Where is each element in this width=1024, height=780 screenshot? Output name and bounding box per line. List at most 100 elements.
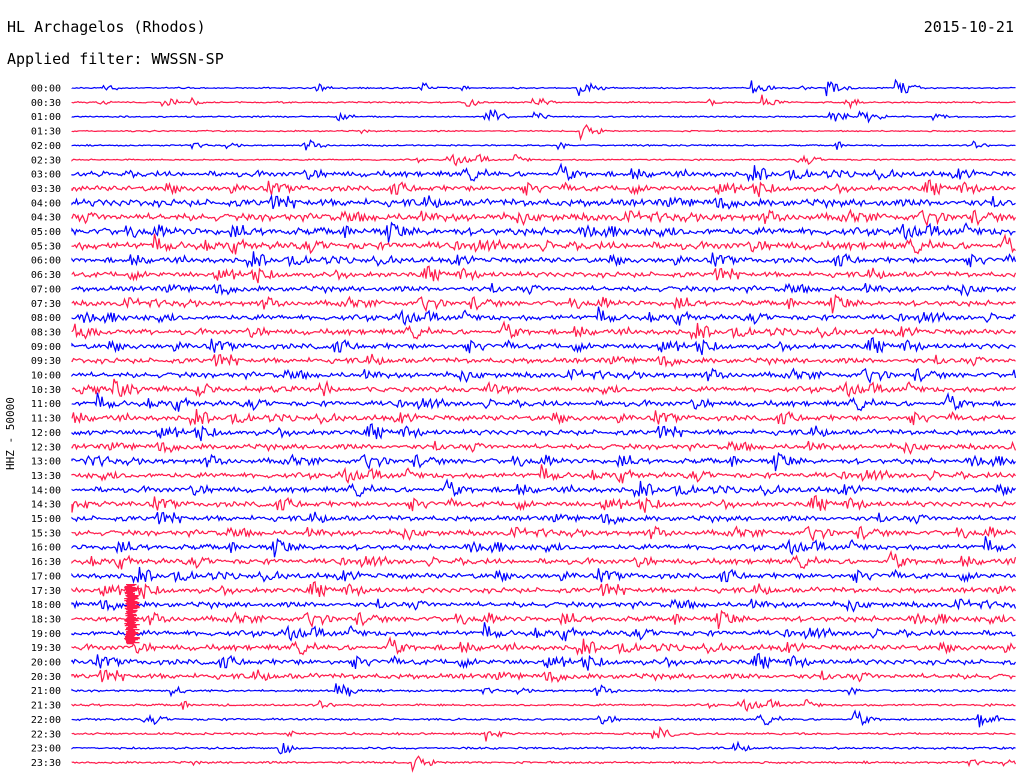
trace-line (71, 353, 1016, 368)
time-label: 10:30 (31, 385, 61, 396)
trace-line (71, 282, 1017, 298)
trace-line (71, 94, 1016, 110)
trace-line (71, 669, 1016, 684)
trace-line (71, 367, 1017, 385)
time-label: 07:30 (31, 299, 61, 310)
trace-line (71, 139, 1016, 151)
station-title: HL Archagelos (Rhodos) (7, 18, 206, 36)
time-label: 02:30 (31, 155, 61, 166)
trace-line (71, 221, 1016, 243)
time-label: 17:00 (31, 571, 61, 582)
trace-line (71, 698, 1016, 713)
trace-line (71, 609, 1016, 630)
trace-line (71, 193, 1016, 210)
trace-line (71, 566, 1017, 585)
time-label: 12:00 (31, 428, 61, 439)
time-label: 21:30 (31, 701, 61, 712)
time-label: 18:30 (31, 614, 61, 625)
trace-line (71, 378, 1016, 398)
time-label: 22:30 (31, 729, 61, 740)
trace-line (71, 306, 1016, 327)
time-label: 00:30 (31, 98, 61, 109)
time-label: 01:30 (31, 127, 61, 138)
time-label: 16:00 (31, 543, 61, 554)
time-label: 00:00 (31, 84, 61, 95)
trace-line (71, 162, 1016, 183)
time-label: 05:30 (31, 241, 61, 252)
filter-label: Applied filter: WWSSN-SP (7, 50, 224, 68)
trace-line (71, 464, 1016, 484)
trace-line (71, 581, 1016, 599)
time-label: 15:30 (31, 528, 61, 539)
time-label: 08:00 (31, 313, 61, 324)
time-label: 08:30 (31, 327, 61, 338)
trace-line (71, 494, 1016, 513)
trace-line (71, 709, 1016, 728)
trace-line (71, 725, 1016, 742)
time-label: 23:00 (31, 744, 61, 755)
time-label: 14:30 (31, 500, 61, 511)
time-label: 12:30 (31, 442, 61, 453)
trace-line (71, 440, 1017, 455)
trace-line (71, 265, 1017, 284)
trace-line (71, 293, 1016, 314)
trace-line (71, 652, 1017, 671)
trace-line (71, 755, 1017, 773)
trace-line (71, 525, 1017, 542)
trace-line (71, 179, 1016, 198)
trace-line (71, 536, 1017, 558)
time-label: 14:00 (31, 485, 61, 496)
time-label: 17:30 (31, 586, 61, 597)
time-label: 19:30 (31, 643, 61, 654)
trace-line (71, 124, 1016, 142)
trace-line (71, 622, 1016, 642)
time-label: 23:30 (31, 758, 61, 769)
trace-line (71, 683, 1016, 698)
time-label: 10:00 (31, 371, 61, 382)
time-label: 20:30 (31, 672, 61, 683)
trace-line (71, 511, 1017, 526)
time-label: 15:00 (31, 514, 61, 525)
time-label: 09:30 (31, 356, 61, 367)
trace-line (71, 153, 1016, 167)
event-burst (124, 584, 140, 645)
time-label: 02:00 (31, 141, 61, 152)
time-label: 03:00 (31, 170, 61, 181)
trace-line (71, 409, 1016, 427)
trace-line (71, 636, 1016, 656)
trace-line (71, 320, 1017, 341)
time-label: 01:00 (31, 112, 61, 123)
date-label: 2015-10-21 (923, 18, 1014, 36)
trace-line (71, 451, 1016, 472)
time-label: 19:00 (31, 629, 61, 640)
time-label: 20:00 (31, 658, 61, 669)
time-label: 04:00 (31, 198, 61, 209)
time-label: 06:30 (31, 270, 61, 281)
time-label: 06:00 (31, 256, 61, 267)
time-label: 11:00 (31, 399, 61, 410)
trace-line (71, 78, 1016, 97)
trace-line (71, 233, 1016, 255)
trace-line (71, 478, 1016, 498)
trace-line (71, 108, 1016, 124)
time-label: 13:30 (31, 471, 61, 482)
trace-line (71, 337, 1016, 356)
time-label: 11:30 (31, 414, 61, 425)
time-label: 13:00 (31, 457, 61, 468)
trace-line (71, 598, 1017, 613)
time-label: 05:00 (31, 227, 61, 238)
time-label: 22:00 (31, 715, 61, 726)
trace-line (71, 251, 1017, 269)
trace-line (71, 392, 1016, 412)
time-label: 09:00 (31, 342, 61, 353)
trace-line (71, 208, 1017, 228)
time-label: 21:00 (31, 686, 61, 697)
time-label: 03:30 (31, 184, 61, 195)
trace-line (71, 423, 1016, 442)
time-label: 07:00 (31, 284, 61, 295)
trace-line (71, 740, 1016, 755)
time-label: 18:00 (31, 600, 61, 611)
time-label: 16:30 (31, 557, 61, 568)
trace-line (71, 549, 1017, 570)
